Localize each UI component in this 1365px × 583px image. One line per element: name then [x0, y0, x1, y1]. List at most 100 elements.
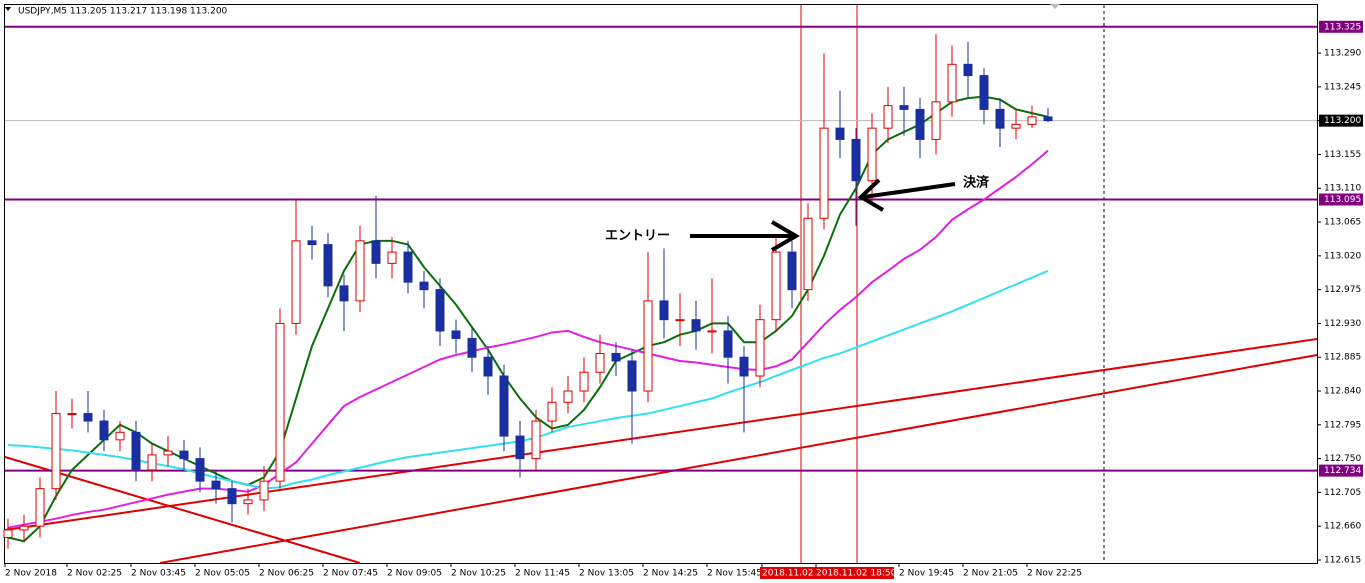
series-layer	[3, 25, 1317, 549]
y-tick-label: 112.660	[1324, 522, 1361, 532]
shift-marker	[1050, 4, 1060, 9]
x-tick-label: 2 Nov 05:05	[195, 569, 250, 579]
candle-body	[979, 75, 989, 110]
x-label-highlight	[814, 567, 894, 579]
moving-average	[7, 269, 1049, 490]
level-label-bg	[1319, 464, 1363, 477]
candle-body	[115, 431, 125, 441]
candle-body	[803, 217, 813, 291]
x-label-highlight	[760, 567, 814, 579]
candle-body	[579, 371, 589, 392]
candle-body	[419, 281, 429, 291]
candle-body	[499, 375, 509, 437]
moving-average	[7, 149, 1049, 529]
candle-body	[211, 480, 221, 490]
candle-body	[131, 431, 141, 471]
candle-body	[371, 240, 381, 264]
candle-body	[627, 360, 637, 392]
candle-body	[707, 330, 717, 333]
y-tick-label: 112.795	[1324, 420, 1361, 430]
trendline	[4, 338, 1318, 531]
candle-body	[243, 499, 253, 505]
y-tick-label: 112.840	[1324, 387, 1361, 397]
candle-body	[963, 63, 973, 77]
x-tick-label: 2 Nov 11:45	[515, 569, 570, 579]
candle-body	[1043, 116, 1053, 122]
x-tick-label: 2 Nov 02:25	[67, 569, 122, 579]
annotation: 決済	[963, 175, 990, 191]
y-tick-label: 113.110	[1324, 184, 1361, 194]
candle-body	[595, 352, 605, 373]
y-tick-label: 113.020	[1324, 251, 1361, 261]
candle-body	[851, 138, 861, 182]
y-tick-label: 113.155	[1324, 150, 1361, 160]
candle-body	[307, 240, 317, 246]
x-tick-label: 2018.11.02 1	[762, 569, 822, 579]
x-tick-label: 2 Nov 22:25	[1027, 569, 1082, 579]
candle-body	[755, 319, 765, 377]
arrowhead	[857, 178, 885, 212]
x-tick-label: 2 Nov 06:25	[259, 569, 314, 579]
candle-body	[387, 251, 397, 264]
x-tick-label: 2 Nov 19:45	[899, 569, 954, 579]
arrowhead	[770, 220, 800, 252]
level-label: 113.325	[1324, 22, 1361, 32]
candle-body	[355, 240, 365, 302]
candle-body	[691, 319, 701, 332]
candle-body	[995, 108, 1005, 129]
bid-label: 113.200	[1324, 116, 1361, 126]
candle-body	[483, 356, 493, 377]
candle-body	[35, 488, 45, 527]
candle-body	[531, 420, 541, 460]
x-tick-label: 2018.11.02 18:50	[816, 569, 897, 579]
x-tick-label: 2 Nov 13:05	[579, 569, 634, 579]
candle-body	[51, 413, 61, 490]
trendline	[159, 354, 1318, 564]
level-label: 113.095	[1324, 195, 1361, 205]
y-tick-label: 112.615	[1324, 555, 1361, 565]
candle-body	[19, 525, 29, 531]
candle-body	[947, 63, 957, 103]
candle-body	[147, 454, 157, 471]
candle-body	[323, 244, 333, 287]
x-tick-label: 2 Nov 09:05	[387, 569, 442, 579]
y-tick-label: 112.705	[1324, 488, 1361, 498]
level-label-bg	[1319, 193, 1363, 206]
y-tick-label: 112.750	[1324, 454, 1361, 464]
candle-body	[3, 529, 13, 538]
candle-body	[195, 458, 205, 482]
annotation: エントリー	[605, 229, 670, 244]
trendline	[4, 456, 361, 564]
x-tick-label: 2 Nov 15:45	[707, 569, 762, 579]
candle-body	[931, 101, 941, 140]
candle-body	[403, 251, 413, 283]
bid-label-bg	[1319, 114, 1363, 127]
candle-body	[179, 450, 189, 460]
candle-body	[451, 330, 461, 339]
candle-body	[563, 390, 573, 403]
candle-body	[227, 488, 237, 505]
candle-body	[819, 127, 829, 219]
y-tick-label: 113.065	[1324, 218, 1361, 228]
candle-body	[883, 105, 893, 129]
y-tick-label: 113.290	[1324, 49, 1361, 59]
chart-title: USDJPY,M5 113.205 113.217 113.198 113.20…	[18, 7, 228, 17]
x-tick-label: 2 Nov 10:25	[451, 569, 506, 579]
candle-body	[675, 319, 685, 322]
candle-body	[259, 480, 269, 501]
candle-body	[435, 289, 445, 332]
candle-body	[611, 352, 621, 362]
x-tick-label: 2 Nov 2018	[5, 569, 57, 579]
level-label-bg	[1319, 20, 1363, 33]
candle-body	[339, 285, 349, 302]
candle-body	[787, 251, 797, 291]
x-tick-label: 2 Nov 07:45	[323, 569, 378, 579]
candle-body	[899, 105, 909, 110]
candle-body	[915, 108, 925, 140]
x-tick-label: 2 Nov 21:05	[963, 569, 1018, 579]
title-icon	[5, 7, 11, 11]
y-tick-label: 112.930	[1324, 319, 1361, 329]
candle-body	[643, 300, 653, 392]
candle-body	[67, 413, 77, 416]
